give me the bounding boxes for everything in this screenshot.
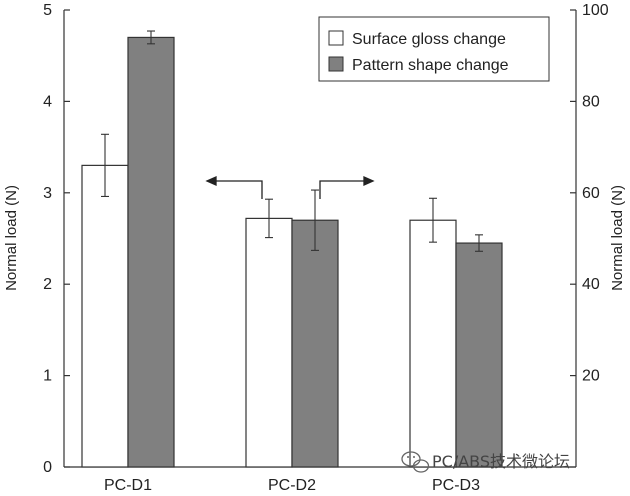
left-tick-label: 2 [43,276,52,293]
right-axis-ticks: 20 40 60 80 100 [570,2,609,468]
category-label: PC-D1 [104,477,152,494]
right-tick-label: 80 [582,93,600,110]
right-tick-label: 40 [582,276,600,293]
left-tick-label: 3 [43,185,52,202]
bars-layer [81,36,503,468]
left-tick-label: 4 [43,93,52,110]
left-axis-ticks: 0 1 2 3 4 5 [43,2,70,476]
legend-swatch-surface-gloss [328,30,344,46]
legend-label-surface-gloss: Surface gloss change [352,31,506,48]
category-labels: PC-D1 PC-D2 PC-D3 [104,477,480,494]
right-tick-label: 20 [582,368,600,385]
legend-swatch-pattern-shape [328,56,344,72]
right-arrow [319,180,367,199]
bar-pattern-shape-pc-d2 [291,219,339,468]
right-tick-label: 60 [582,185,600,202]
wechat-icon [401,451,430,473]
watermark-text: PC/ABS技术微论坛 [432,452,570,471]
right-tick-label: 100 [582,2,609,19]
right-axis-title: Normal load (N) [609,185,626,291]
left-axis-title: Normal load (N) [3,185,20,291]
left-arrow [213,180,263,199]
left-arrowhead [205,175,217,187]
error-bars-layer [101,30,483,252]
left-tick-label: 1 [43,368,52,385]
bar-surface-gloss-pc-d3 [409,219,457,468]
legend-box [318,16,550,82]
annotation-arrows [205,175,375,199]
left-tick-label: 5 [43,2,52,19]
bar-pattern-shape-pc-d3 [455,242,503,468]
bar-pattern-shape-pc-d1 [127,36,175,468]
left-tick-label: 0 [43,459,52,476]
category-label: PC-D2 [268,477,316,494]
category-label: PC-D3 [432,477,480,494]
right-arrowhead [363,175,375,187]
bar-surface-gloss-pc-d2 [245,217,293,468]
watermark: PC/ABS技术微论坛 [401,451,570,473]
legend: Surface gloss change Pattern shape chang… [318,16,550,82]
bar-surface-gloss-pc-d1 [81,164,129,468]
legend-label-pattern-shape: Pattern shape change [352,57,509,74]
